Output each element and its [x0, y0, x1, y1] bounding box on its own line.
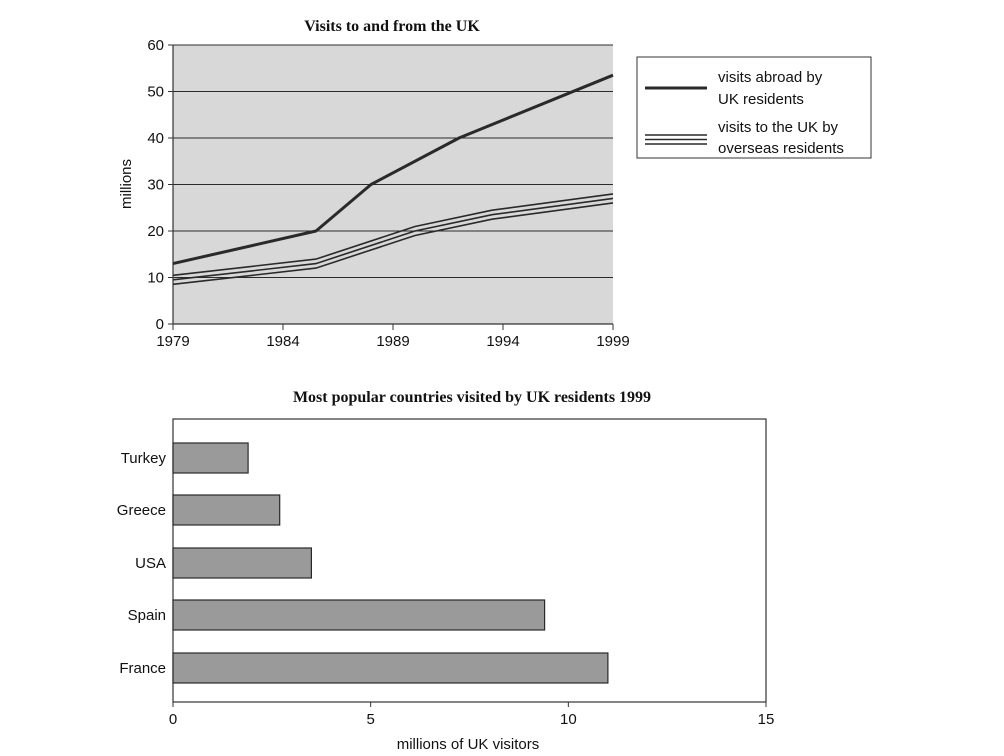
bar-x-axis-label: millions of UK visitors — [397, 736, 540, 753]
legend-swatch-visits-to-uk — [645, 134, 707, 145]
bar-bars-group — [172, 442, 609, 684]
bar-category-labels: Turkey Greece USA Spain France — [117, 450, 167, 677]
line-chart: Visits to and from the UK 0102030405060 … — [118, 18, 872, 350]
bar-x-tick-label: 0 — [169, 711, 177, 728]
line-x-tick-label: 1994 — [486, 333, 519, 350]
bar-spain — [172, 599, 546, 631]
line-x-tick-label: 1984 — [266, 333, 299, 350]
legend-label-visits-to-uk-line2: overseas residents — [718, 140, 844, 157]
line-y-ticks: 0 10 20 30 40 50 60 — [147, 37, 173, 333]
legend-label-visits-abroad-line1: visits abroad by — [718, 69, 823, 86]
series-line-visits-to-uk-stroke — [172, 193, 614, 277]
legend-label-visits-to-uk-line1: visits to the UK by — [718, 119, 839, 136]
bar-x-tick-label: 10 — [560, 711, 577, 728]
bar-x-tick-label: 5 — [366, 711, 374, 728]
line-y-tick-label: 40 — [147, 130, 164, 147]
line-x-tick-label: 1989 — [376, 333, 409, 350]
bar-category-label: Turkey — [121, 450, 167, 467]
bar-x-ticks: 0 5 10 15 — [169, 702, 775, 728]
legend-label-visits-abroad-line2: UK residents — [718, 91, 804, 108]
bar-greece — [172, 494, 281, 526]
line-gridlines — [173, 44, 613, 279]
bar-chart-title: Most popular countries visited by UK res… — [293, 389, 651, 406]
line-x-tick-label: 1999 — [596, 333, 629, 350]
line-x-tick-label: 1979 — [156, 333, 189, 350]
bar-category-label: Greece — [117, 502, 166, 519]
line-y-axis-label: millions — [118, 159, 135, 209]
bar-x-tick-label: 15 — [758, 711, 775, 728]
line-chart-title: Visits to and from the UK — [304, 18, 480, 35]
line-y-tick-label: 20 — [147, 223, 164, 240]
bar-turkey — [172, 442, 249, 474]
line-x-ticks: 1979 1984 1989 1994 1999 — [156, 324, 630, 350]
legend-box — [636, 56, 872, 159]
line-y-tick-label: 60 — [147, 37, 164, 54]
line-legend: visits abroad by UK residents visits to … — [636, 56, 872, 159]
bar-category-label: USA — [135, 555, 166, 572]
series-line-visits-to-uk-stroke — [172, 202, 614, 286]
bar-chart: Most popular countries visited by UK res… — [117, 389, 775, 753]
bar-france — [172, 652, 609, 684]
bar-category-label: France — [119, 660, 166, 677]
line-series-group — [172, 73, 614, 286]
series-line-visits-abroad — [172, 73, 614, 266]
line-y-tick-label: 0 — [156, 316, 164, 333]
series-line-visits-to-uk — [172, 193, 614, 286]
line-y-tick-label: 10 — [147, 270, 164, 287]
bar-category-label: Spain — [128, 607, 166, 624]
bar-usa — [172, 547, 312, 579]
series-line-visits-to-uk-stroke — [172, 197, 614, 281]
line-y-tick-label: 30 — [147, 177, 164, 194]
line-y-tick-label: 50 — [147, 84, 164, 101]
